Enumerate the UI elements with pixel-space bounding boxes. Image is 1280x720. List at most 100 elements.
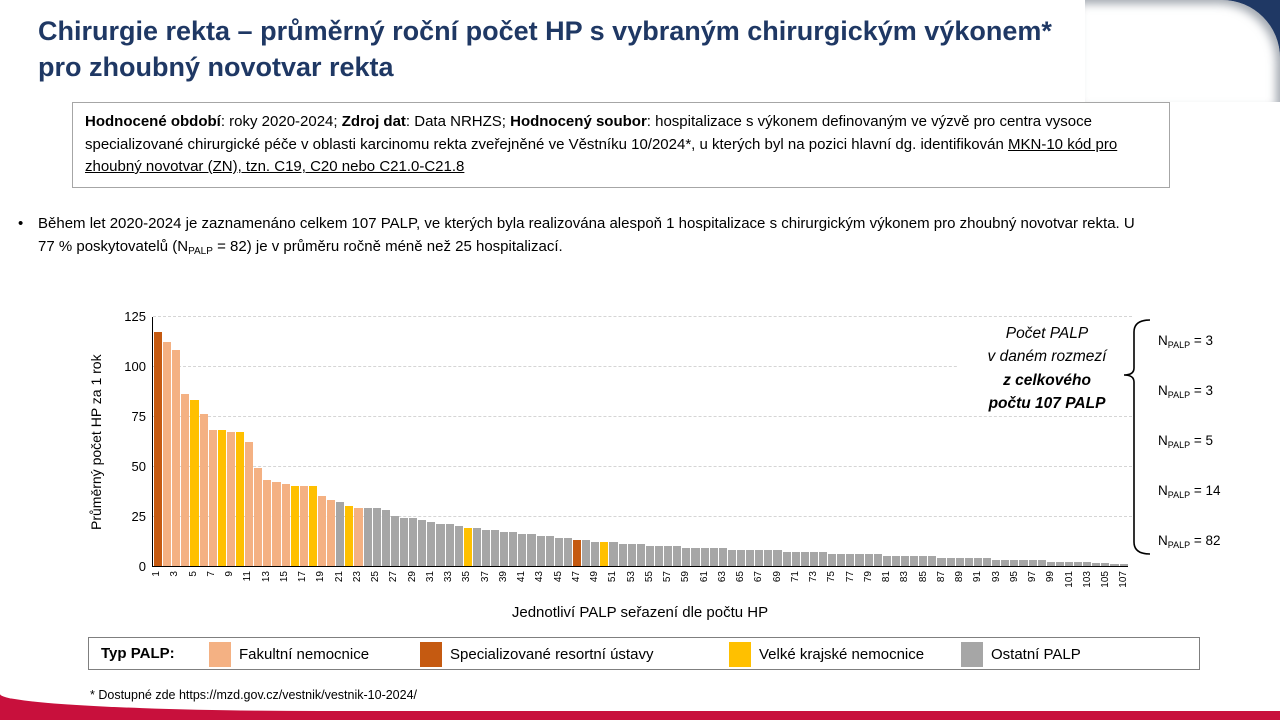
bar-19-F bbox=[317, 496, 327, 566]
x-tick-cell-103: 103 bbox=[1081, 571, 1093, 588]
x-tick-cell-73: 73 bbox=[808, 571, 820, 583]
bar-57-O bbox=[664, 546, 673, 566]
y-axis-title: Průměrný počet HP za 1 rok bbox=[88, 354, 104, 530]
summary-bullet: • Během let 2020-2024 je zaznamenáno cel… bbox=[18, 212, 1148, 260]
bar-79-O bbox=[864, 554, 873, 566]
methodology-info-box: Hodnocené období: roky 2020-2024; Zdroj … bbox=[72, 102, 1170, 188]
legend-swatch-krajske bbox=[729, 642, 751, 667]
x-tick-cell-9: 9 bbox=[224, 571, 236, 577]
bar-51-O bbox=[609, 542, 618, 566]
bar-90-O bbox=[964, 558, 973, 566]
legend-title: Typ PALP: bbox=[101, 645, 175, 662]
bar-49-O bbox=[591, 542, 600, 566]
bar-86-O bbox=[928, 556, 937, 566]
bar-22-V bbox=[345, 506, 354, 566]
bar-20-F bbox=[327, 500, 336, 566]
x-tick-cell-69: 69 bbox=[771, 571, 783, 583]
bar-91-O bbox=[973, 558, 982, 566]
x-tick-cell-3: 3 bbox=[169, 571, 181, 577]
x-tick-cell-71: 71 bbox=[789, 571, 801, 583]
bar-30-O bbox=[418, 520, 427, 566]
x-tick-cell-31: 31 bbox=[424, 571, 436, 583]
x-tick-cell-15: 15 bbox=[278, 571, 290, 583]
x-axis-tick-labels: 1 3 5 7 9 11 13 15 17 19 21 23 25 27 29 31 33 35 37 39 41 43 4… bbox=[151, 571, 1130, 601]
bar-48-O bbox=[582, 540, 591, 566]
top-right-corner-curve bbox=[1085, 0, 1280, 102]
bar-92-O bbox=[982, 558, 992, 566]
bar-17-F bbox=[299, 486, 308, 566]
x-tick-cell-89: 89 bbox=[954, 571, 966, 583]
x-tick-cell-11: 11 bbox=[242, 571, 254, 582]
bar-31-O bbox=[427, 522, 436, 566]
page-title: Chirurgie rekta – průměrný roční počet H… bbox=[38, 14, 1168, 85]
bar-1-S bbox=[154, 332, 163, 566]
bar-42-O bbox=[527, 534, 536, 566]
bar-89-O bbox=[955, 558, 964, 566]
x-tick-cell-21: 21 bbox=[333, 571, 345, 583]
bar-15-F bbox=[281, 484, 290, 566]
bar-93-O bbox=[992, 560, 1001, 566]
y-tick-25: 25 bbox=[131, 509, 146, 524]
bar-28-O bbox=[399, 518, 409, 566]
x-tick-cell-45: 45 bbox=[552, 571, 564, 583]
page-title-line1: Chirurgie rekta – průměrný roční počet H… bbox=[38, 16, 1052, 46]
x-tick-cell-63: 63 bbox=[716, 571, 728, 583]
summary-bullet-text: Během let 2020-2024 je zaznamenáno celke… bbox=[38, 215, 1135, 258]
bar-84-O bbox=[910, 556, 919, 566]
y-tick-75: 75 bbox=[131, 409, 146, 424]
x-tick-cell-53: 53 bbox=[625, 571, 637, 583]
legend-label-resortni: Specializované resortní ústavy bbox=[450, 646, 654, 663]
bar-95-O bbox=[1010, 560, 1019, 566]
legend-label-ostatni: Ostatní PALP bbox=[991, 646, 1081, 663]
x-tick-cell-25: 25 bbox=[370, 571, 382, 583]
x-tick-cell-17: 17 bbox=[297, 571, 309, 583]
bar-50-V bbox=[600, 542, 609, 566]
n-palp-label-5: NPALP = 82 bbox=[1158, 533, 1221, 550]
x-tick-cell-57: 57 bbox=[662, 571, 674, 583]
annotation-line1: Počet PALP bbox=[1005, 325, 1089, 342]
x-tick-cell-55: 55 bbox=[643, 571, 655, 583]
page-title-line2: pro zhoubný novotvar rekta bbox=[38, 51, 394, 82]
x-tick-cell-101: 101 bbox=[1063, 571, 1075, 588]
x-tick-cell-13: 13 bbox=[260, 571, 272, 583]
bar-58-O bbox=[673, 546, 682, 566]
bar-68-O bbox=[764, 550, 773, 566]
bar-107-O bbox=[1119, 564, 1128, 566]
bar-7-F bbox=[208, 430, 217, 566]
y-tick-125: 125 bbox=[124, 309, 146, 324]
bar-series bbox=[154, 317, 1128, 566]
x-tick-cell-107: 107 bbox=[1118, 571, 1130, 588]
bar-46-O bbox=[563, 538, 573, 566]
n-palp-label-4: NPALP = 14 bbox=[1158, 483, 1221, 500]
gridline-25 bbox=[153, 516, 1132, 517]
bar-5-V bbox=[190, 400, 199, 566]
bar-34-O bbox=[454, 526, 463, 566]
gridline-75 bbox=[153, 416, 1132, 417]
bar-56-O bbox=[655, 546, 664, 566]
x-tick-cell-83: 83 bbox=[899, 571, 911, 583]
gridline-125 bbox=[153, 316, 1132, 317]
bar-71-O bbox=[791, 552, 800, 566]
bar-52-O bbox=[618, 544, 627, 566]
legend-swatch-ostatni bbox=[961, 642, 983, 667]
bar-39-O bbox=[500, 532, 509, 566]
x-tick-cell-49: 49 bbox=[589, 571, 601, 583]
x-tick-cell-1: 1 bbox=[151, 571, 163, 577]
bar-63-O bbox=[718, 548, 727, 566]
n-palp-label-2: NPALP = 3 bbox=[1158, 383, 1214, 400]
bar-59-O bbox=[682, 548, 691, 566]
x-tick-cell-47: 47 bbox=[570, 571, 582, 583]
x-axis-title: Jednotliví PALP seřazení dle počtu HP bbox=[511, 604, 769, 621]
x-tick-cell-87: 87 bbox=[935, 571, 947, 583]
bar-69-O bbox=[773, 550, 782, 566]
bracket-annotation-text: Počet PALP v daném rozmezí z celkového p… bbox=[958, 322, 1136, 415]
bar-36-O bbox=[472, 528, 481, 566]
plot-area bbox=[152, 316, 1132, 567]
bar-9-F bbox=[226, 432, 235, 566]
y-tick-50: 50 bbox=[131, 459, 146, 474]
x-tick-cell-61: 61 bbox=[698, 571, 710, 583]
y-tick-0: 0 bbox=[138, 559, 146, 574]
x-tick-cell-35: 35 bbox=[461, 571, 473, 583]
bar-106-O bbox=[1110, 564, 1119, 566]
range-bracket bbox=[1123, 319, 1151, 555]
